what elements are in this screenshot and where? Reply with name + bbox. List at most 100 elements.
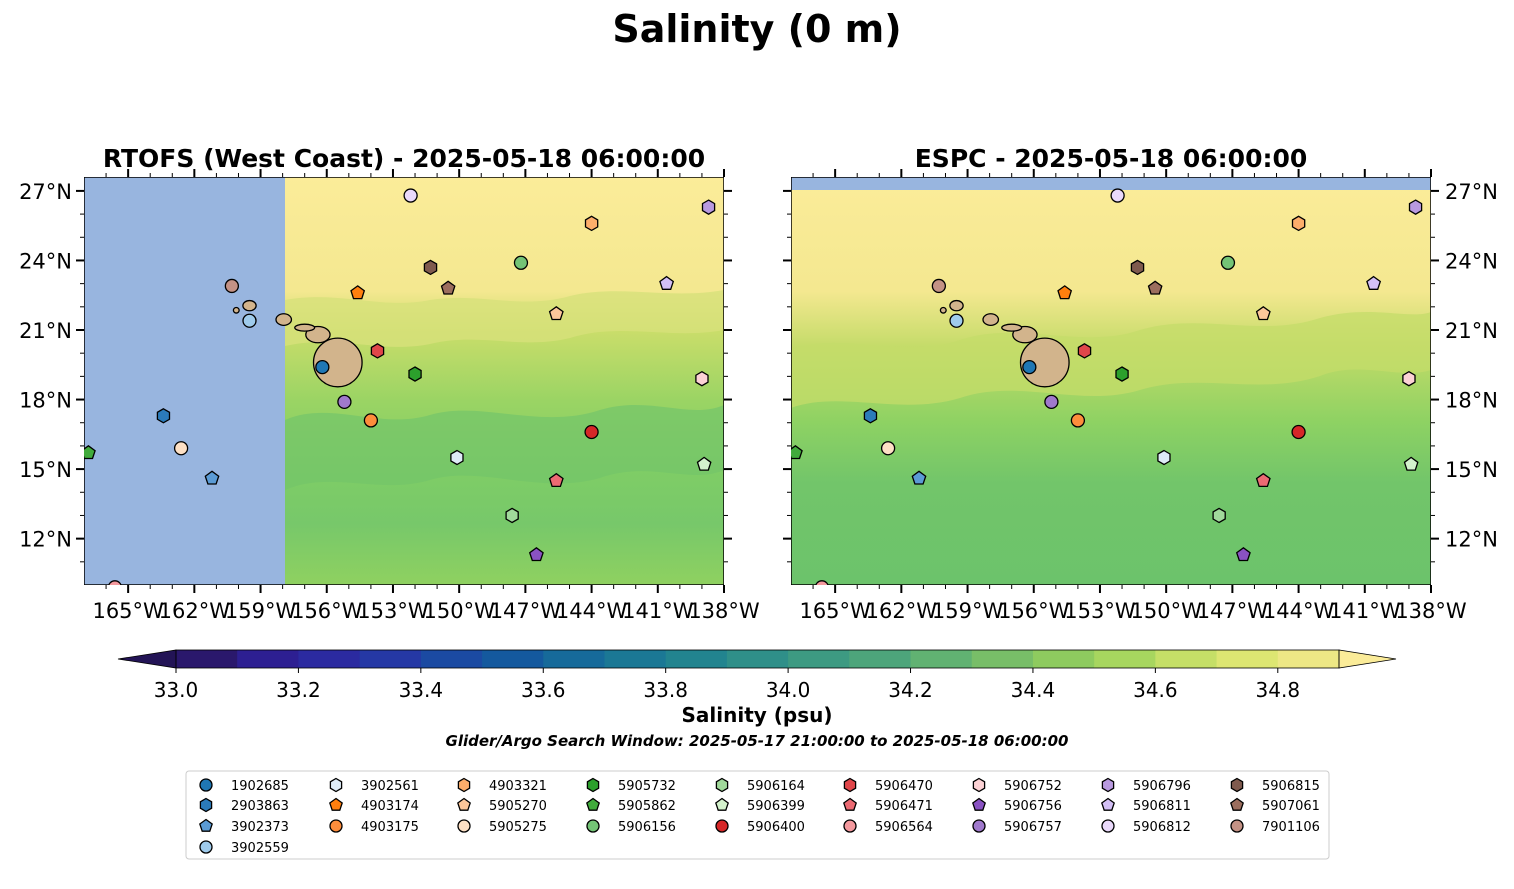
espc-x-tick-label: 150°W [1130,599,1202,623]
espc-float-4903174-marker [1057,285,1073,300]
legend-marker-5906400 [715,819,729,833]
colorbar-bin [665,650,728,668]
legend-label-4903321: 4903321 [489,779,547,794]
colorbar-bin [543,650,605,668]
colorbar-tick-label: 34.2 [888,678,933,702]
espc-map [791,177,1431,585]
panel-title-rtofs: RTOFS (West Coast) - 2025-05-18 06:00:00 [103,144,705,173]
colorbar-bin [1277,650,1340,668]
espc-float-2903863-marker [863,408,878,424]
rtofs-float-5905862-marker [84,444,96,460]
legend-marker-3902559 [199,840,213,854]
rtofs-float-5906564-marker [108,580,122,585]
espc-kauai-land [949,299,964,312]
legend-label-5906564: 5906564 [875,820,933,835]
rtofs-float-5906796-marker [701,199,716,215]
espc-x-tick-label: 153°W [1064,599,1136,623]
rtofs-eddy-band [285,405,724,490]
legend-marker-5906757 [972,819,986,833]
land-layer [232,299,1070,388]
legend-label-5906756: 5906756 [1004,799,1062,814]
legend-marker-5906811 [1101,797,1115,811]
legend-marker-5906812 [1101,819,1115,833]
rtofs-big-island-land [312,337,363,388]
float-markers [84,188,1423,585]
colorbar-bin [910,650,973,668]
legend-marker-7901106 [1230,819,1244,833]
espc-float-5906399-marker [1403,456,1419,471]
espc-niihau-land [939,306,947,314]
rtofs-y-tick-label: 21°N [19,319,72,343]
colorbar-tick-label: 33.2 [276,678,321,702]
espc-molokai-land [1001,323,1023,332]
figure-title: Salinity (0 m) [612,7,901,51]
rtofs-front [285,290,724,347]
legend-label-5907061: 5907061 [1262,799,1320,814]
legend-marker-4903174 [329,797,343,811]
legend-label-5905275: 5905275 [489,820,547,835]
rtofs-y-tick-label: 12°N [19,528,72,552]
espc-float-5905732-marker [1115,366,1129,382]
rtofs-float-7901106-marker [224,278,240,294]
rtofs-y-tick-label: 27°N [19,180,72,204]
espc-float-5905862-marker [791,444,803,460]
rtofs-kauai-land [242,299,257,312]
espc-y-tick-label: 21°N [1445,319,1498,343]
colorbar-tick-label: 34.0 [766,678,811,702]
espc-float-5906756-marker [1235,546,1251,562]
rtofs-float-5906756-marker [528,546,544,562]
rtofs-y-tick-label: 18°N [19,389,72,413]
legend-marker-5906399 [715,797,729,811]
legend-label-7901106: 7901106 [1262,820,1320,835]
espc-float-4903321-marker [1291,215,1306,232]
legend-marker-5905732 [586,777,600,793]
rtofs-niihau-land [232,306,240,314]
colorbar-tick-label: 33.0 [154,678,199,702]
rtofs-x-tick-label: 147°W [490,599,562,623]
rtofs-float-5906812-marker [403,188,418,203]
legend-label-4903175: 4903175 [361,820,419,835]
legend-label-5906471: 5906471 [875,799,933,814]
espc-y-tick-label: 15°N [1445,458,1498,482]
colorbar-extend-low [117,649,177,669]
colorbar-bin [1216,650,1279,668]
colorbar-tick-label: 34.6 [1133,678,1178,702]
colorbar-bin [420,650,483,668]
colorbar-bin [359,650,422,668]
panel-title-espc: ESPC - 2025-05-18 06:00:00 [915,144,1308,173]
espc-float-7901106-marker [931,278,947,294]
espc-float-5907061-marker [1147,280,1163,295]
espc-float-5906796-marker [1408,199,1423,215]
legend-box [185,770,1330,860]
espc-float-5906471-marker [1255,472,1271,488]
colorbar-tick-label: 34.8 [1256,678,1301,702]
colorbar-bin [788,650,850,668]
legend-marker-5906815 [1230,777,1244,793]
rtofs-float-5905275-marker [173,441,189,456]
legend-marker-5906564 [843,819,857,833]
espc-float-3902373-marker [911,470,927,485]
rtofs-float-4903321-marker [584,215,599,232]
legend-label-3902561: 3902561 [361,779,419,794]
legend-label-5906815: 5906815 [1262,779,1320,794]
search-window-note: Glider/Argo Search Window: 2025-05-17 21… [446,732,1069,750]
legend-label-5906757: 5906757 [1004,820,1062,835]
espc-float-5906156-marker [1220,255,1236,270]
legend-label-5905270: 5905270 [489,799,547,814]
colorbar-bin [1032,650,1095,668]
legend-marker-5907061 [1230,797,1244,811]
rtofs-float-5906470-marker [370,343,385,359]
colorbar-bin [849,650,912,668]
espc-y-tick-label: 24°N [1445,249,1498,273]
rtofs-float-5906757-marker [337,394,352,410]
legend-label-5906811: 5906811 [1133,799,1191,814]
rtofs-x-tick-label: 141°W [622,599,694,623]
espc-no-data-strip [791,177,1431,190]
rtofs-oahu-land [275,313,293,327]
legend-marker-4903321 [457,777,471,793]
legend-marker-5905862 [586,797,600,811]
espc-front [791,312,1431,408]
rtofs-x-tick-label: 153°W [357,599,429,623]
colorbar-tick-label: 33.6 [521,678,566,702]
